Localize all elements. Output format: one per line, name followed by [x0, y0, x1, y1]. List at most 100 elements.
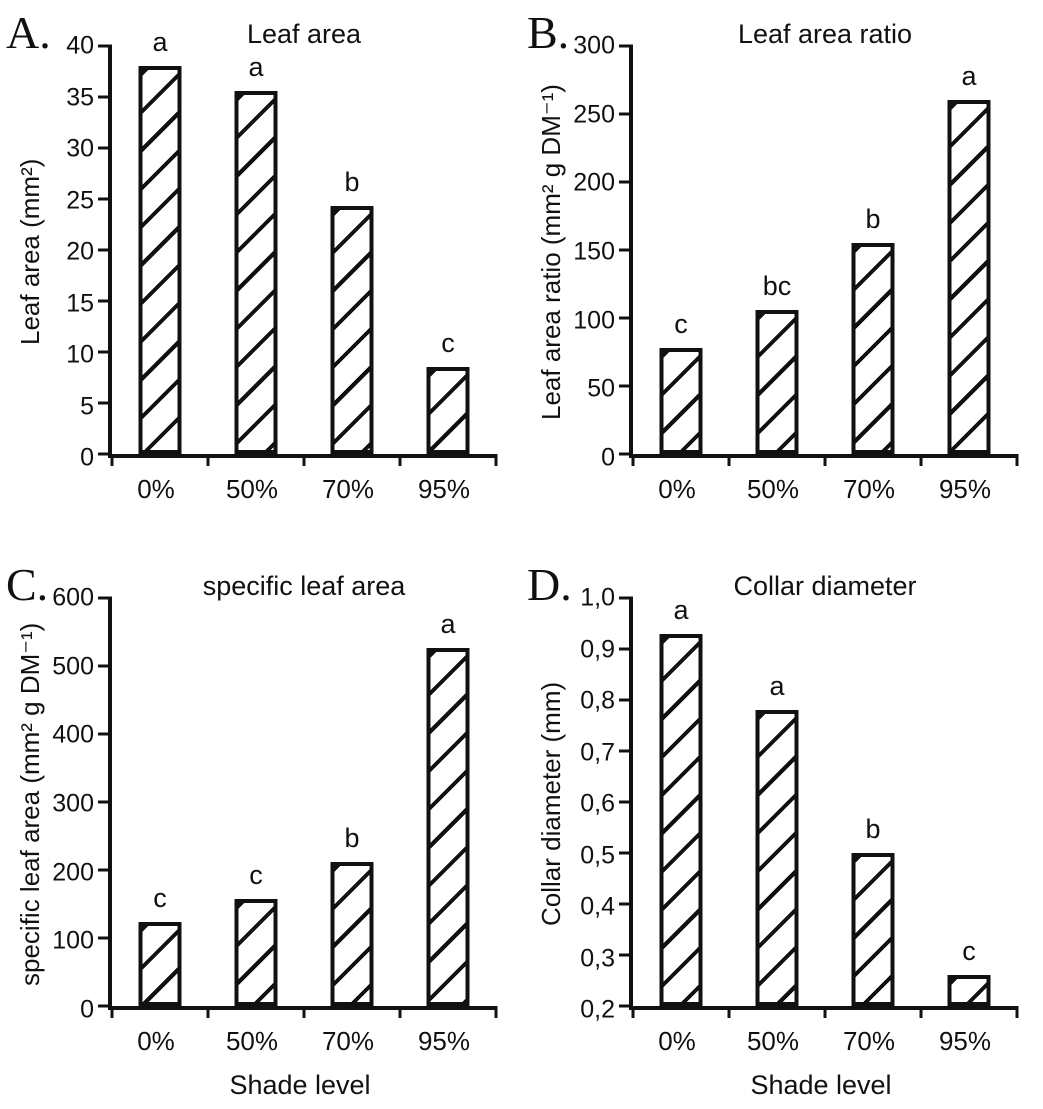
- y-tick-mark: [619, 112, 633, 116]
- bar-95%: [947, 975, 991, 1006]
- bars: c bc b a: [633, 46, 1017, 454]
- y-tick-mark: [98, 350, 112, 354]
- y-axis-title: Collar diameter (mm): [536, 681, 566, 927]
- bar-slot: a: [633, 596, 729, 1006]
- x-category-label: 95%: [417, 1026, 471, 1056]
- bar-50%: [755, 309, 799, 454]
- y-tick-label: 300: [52, 789, 94, 818]
- y-axis-tick-labels: 0 100 200 300 400 500 600: [52, 585, 108, 1022]
- plot-area: Collar diameter a a b c: [619, 571, 1019, 1018]
- y-tick-label: 0,6: [580, 789, 615, 818]
- x-category-label: 50%: [746, 474, 800, 504]
- x-axis-title: Shade level: [750, 1070, 892, 1100]
- y-tick-label: 5: [80, 392, 94, 420]
- bar-slot: a: [112, 29, 208, 454]
- x-tick-mark: [631, 1006, 635, 1018]
- chart-collar-diameter: Collar diameter (mm) 0,2 0,3 0,4 0,5 0,6 0,7 0…: [529, 571, 1043, 1022]
- chart-leaf-area-ratio: Leaf area ratio (mm² g DM⁻¹) 0 50 100 150 20…: [529, 19, 1043, 470]
- y-tick-label: 0,2: [580, 995, 615, 1024]
- panel-letter-b: B.: [527, 7, 570, 58]
- panel-c: C. specific leaf area (mm² g DM⁻¹) 0 100 2…: [0, 552, 521, 1109]
- y-tick-label: 0,4: [580, 892, 615, 921]
- y-tick-mark: [98, 401, 112, 405]
- y-tick-mark: [619, 596, 633, 600]
- y-tick-mark: [98, 800, 112, 804]
- y-axis-tick-labels: 0,2 0,3 0,4 0,5 0,6 0,7 0,8 0,9 1,0: [573, 585, 629, 1022]
- chart-specific-leaf-area: specific leaf area (mm² g DM⁻¹) 0 100 200 3…: [8, 571, 521, 1022]
- y-tick-mark: [619, 953, 633, 957]
- bars: a a b c: [633, 596, 1017, 1006]
- y-tick-label: 300: [573, 31, 615, 60]
- x-tick-mark: [631, 454, 635, 466]
- significance-letter: b: [865, 814, 881, 844]
- y-tick-mark: [98, 146, 112, 150]
- y-tick-label: 0,8: [580, 686, 615, 715]
- y-tick-label: 0: [601, 443, 615, 472]
- bar-slot: c: [921, 598, 1017, 1006]
- bar-slot: c: [112, 598, 208, 1006]
- significance-letter: a: [152, 27, 168, 58]
- significance-letter: c: [249, 860, 263, 891]
- significance-letter: b: [344, 822, 360, 853]
- y-tick-label: 100: [573, 306, 615, 335]
- y-tick-mark: [619, 248, 633, 252]
- x-category-labels: 0% 50% 70% 95%: [108, 476, 492, 502]
- y-tick-label: 0,9: [580, 635, 615, 663]
- x-category-label: 70%: [842, 1026, 896, 1056]
- x-tick-mark: [1015, 1006, 1019, 1018]
- significance-letter: bc: [762, 270, 792, 301]
- y-axis-tick-labels: 0 50 100 150 200 250 300: [573, 33, 629, 470]
- y-tick-mark: [619, 180, 633, 184]
- y-tick-mark: [619, 452, 633, 456]
- y-tick-label: 250: [573, 100, 615, 129]
- x-category-label: 50%: [225, 1026, 279, 1056]
- y-tick-label: 10: [66, 340, 94, 369]
- y-tick-mark: [619, 698, 633, 702]
- chart-title: Leaf area: [246, 19, 362, 49]
- bar-50%: [755, 710, 799, 1006]
- x-tick-mark: [727, 454, 731, 466]
- significance-letter: c: [441, 328, 455, 359]
- bar-70%: [330, 861, 374, 1006]
- bar-slot: a: [400, 598, 496, 1006]
- x-tick-mark: [727, 1006, 731, 1018]
- y-tick-mark: [619, 902, 633, 906]
- chart-title: Collar diameter: [733, 571, 917, 601]
- x-tick-mark: [919, 1006, 923, 1018]
- y-tick-mark: [98, 44, 112, 48]
- bar-slot: c: [208, 598, 304, 1006]
- y-tick-mark: [98, 299, 112, 303]
- significance-letter: a: [769, 671, 785, 702]
- y-axis-tick-labels: 0 5 10 15 20 25 30 35 40: [52, 33, 108, 470]
- significance-letter: a: [248, 51, 264, 82]
- y-tick-mark: [98, 936, 112, 940]
- x-tick-mark: [494, 1006, 498, 1018]
- y-tick-mark: [98, 452, 112, 456]
- y-tick-mark: [98, 596, 112, 600]
- bar-70%: [330, 206, 374, 454]
- x-tick-mark: [110, 1006, 114, 1018]
- bar-70%: [851, 243, 895, 454]
- y-tick-mark: [619, 316, 633, 320]
- x-category-label: 70%: [321, 1026, 375, 1056]
- significance-letter: b: [344, 167, 360, 198]
- x-category-labels: 0% 50% 70% 95%: [629, 1028, 1013, 1054]
- bar-95%: [426, 367, 470, 454]
- y-tick-mark: [98, 248, 112, 252]
- y-tick-label: 40: [66, 31, 94, 60]
- y-tick-label: 30: [66, 134, 94, 163]
- y-tick-label: 0: [80, 995, 94, 1024]
- y-tick-label: 50: [587, 374, 615, 403]
- y-tick-label: 0,5: [580, 841, 615, 869]
- y-tick-mark: [98, 197, 112, 201]
- x-tick-mark: [206, 454, 210, 466]
- bar-slot: b: [825, 46, 921, 454]
- y-axis-title: Leaf area ratio (mm² g DM⁻¹): [536, 84, 566, 420]
- y-tick-label: 200: [573, 168, 615, 197]
- x-tick-mark: [110, 454, 114, 466]
- x-tick-mark: [823, 454, 827, 466]
- y-tick-mark: [619, 800, 633, 804]
- significance-letter: c: [153, 883, 167, 914]
- x-axis-title: Shade level: [229, 1070, 371, 1100]
